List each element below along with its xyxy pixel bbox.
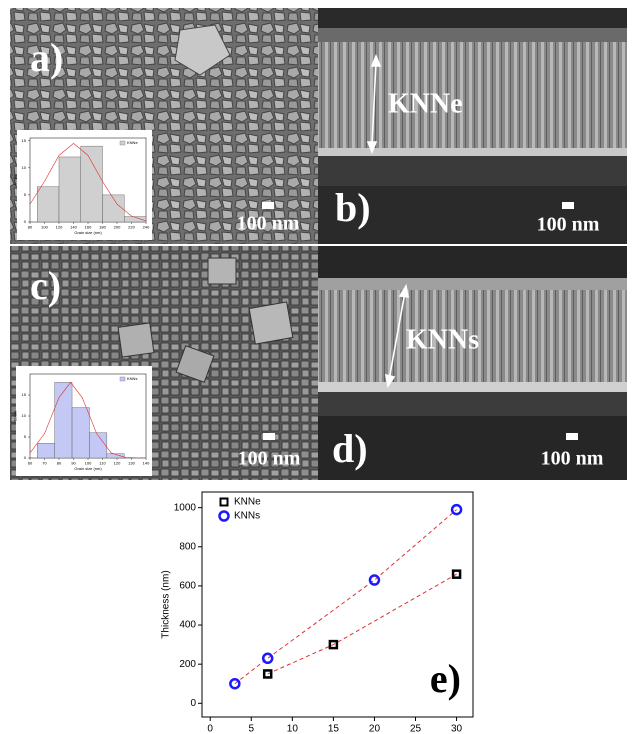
y-tick-label: 600: [179, 581, 196, 592]
x-tick-label: 15: [328, 724, 340, 734]
x-tick-label: 80: [28, 224, 33, 229]
x-tick-label: 0: [207, 724, 213, 734]
x-axis-label: Grain size (nm): [74, 466, 102, 471]
x-tick-label: 60: [28, 460, 33, 465]
y-tick-label: 15: [22, 138, 27, 143]
panel-label: b): [335, 185, 371, 230]
bar: [89, 433, 106, 458]
x-tick-label: 100: [41, 224, 48, 229]
marker: [370, 576, 379, 585]
y-axis-label: Thickness (nm): [161, 570, 172, 638]
x-tick-label: 100: [85, 460, 92, 465]
y-tick-label: 10: [22, 413, 27, 418]
y-tick-label: 800: [179, 541, 196, 552]
scale-label: 100 nm: [537, 214, 600, 236]
x-tick-label: 120: [56, 224, 63, 229]
x-tick-label: 25: [410, 724, 422, 734]
x-tick-label: 120: [114, 460, 121, 465]
bar: [72, 408, 89, 458]
y-tick-label: 10: [22, 165, 27, 170]
annotation: KNNe: [388, 88, 463, 119]
legend-marker: [221, 499, 228, 506]
x-tick-label: 90: [71, 460, 76, 465]
x-tick-label: 20: [369, 724, 381, 734]
bar: [37, 443, 54, 458]
y-tick-label: 200: [179, 659, 196, 670]
bar: [37, 187, 59, 222]
legend-swatch: [120, 377, 125, 381]
legend-label: KNNe: [234, 497, 261, 508]
x-tick-label: 70: [42, 460, 47, 465]
x-tick-label: 80: [57, 460, 62, 465]
scale-label: 100 nm: [238, 448, 301, 470]
x-tick-label: 140: [70, 224, 77, 229]
bar: [59, 157, 81, 222]
scale-label: 100 nm: [541, 448, 604, 470]
trend-line: [268, 574, 457, 674]
y-axis-label: Count: [13, 410, 18, 422]
x-tick-label: 10: [287, 724, 299, 734]
x-tick-label: 130: [128, 460, 135, 465]
x-tick-label: 180: [99, 224, 106, 229]
x-tick-label: 30: [451, 724, 463, 734]
figure: a) b) c) d) KNNe KNNs 100 nm 100 nm 100 …: [0, 0, 633, 734]
legend-label: KNNs: [127, 376, 137, 381]
scale-label: 100 nm: [237, 213, 300, 235]
x-tick-label: 160: [85, 224, 92, 229]
y-tick-label: 1000: [174, 502, 197, 513]
x-tick-label: 240: [143, 224, 150, 229]
y-axis-label: Count: [13, 174, 18, 186]
panel-label: a): [30, 35, 63, 80]
x-tick-label: 5: [248, 724, 254, 734]
trend-line: [235, 510, 457, 684]
legend-marker: [220, 512, 229, 521]
legend-label: KNNs: [234, 511, 260, 522]
panel-label: c): [30, 263, 61, 308]
x-tick-label: 220: [128, 224, 135, 229]
panel-label: e): [430, 656, 461, 701]
bar: [81, 146, 103, 222]
x-tick-label: 110: [99, 460, 106, 465]
bar: [55, 382, 72, 458]
y-tick-label: 400: [179, 620, 196, 631]
y-tick-label: 15: [22, 392, 27, 397]
x-tick-label: 140: [143, 460, 150, 465]
y-tick-label: 0: [190, 698, 196, 709]
legend-label: KNNe: [127, 140, 138, 145]
legend-swatch: [120, 141, 125, 145]
annotation: KNNs: [406, 324, 479, 355]
marker: [263, 654, 272, 663]
x-axis-label: Grain size (nm): [74, 230, 102, 235]
panel-label: d): [332, 426, 368, 471]
x-tick-label: 200: [114, 224, 121, 229]
